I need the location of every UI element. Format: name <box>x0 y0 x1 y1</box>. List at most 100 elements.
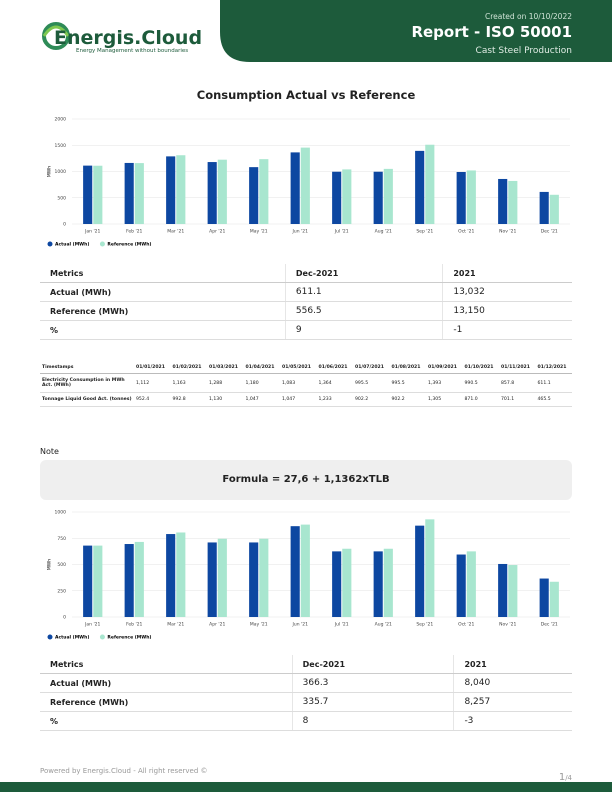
row: % 9 -1 <box>40 320 572 340</box>
cell: 1,233 <box>316 392 353 407</box>
x-tick-label: Dec '21 <box>541 622 558 628</box>
report-title: Report - ISO 50001 <box>411 23 572 41</box>
column-header: 01/03/2021 <box>207 362 244 374</box>
x-tick-label: Feb '21 <box>126 229 142 235</box>
column-header: Metrics <box>40 655 293 674</box>
legend-label: Actual (MWh) <box>55 242 89 248</box>
column-header: 01/02/2021 <box>170 362 207 374</box>
column-header: Dec-2021 <box>291 655 454 674</box>
x-tick-label: Aug '21 <box>375 622 392 628</box>
row: Tonnage Liquid Good Act. (tonnes) 952.4 99… <box>40 392 572 407</box>
cell: 13,032 <box>442 282 572 302</box>
bar <box>259 159 269 224</box>
cell: 952.4 <box>134 392 171 407</box>
cell: 8 <box>291 711 454 731</box>
bar <box>425 519 435 617</box>
bar <box>166 534 176 617</box>
tagline: Energy Management without boundaries <box>76 48 189 54</box>
bar <box>124 162 134 224</box>
column-header: 01/10/2021 <box>462 362 499 374</box>
x-tick-label: Feb '21 <box>126 622 142 628</box>
y-tick-label: 2000 <box>55 117 67 123</box>
cell: 1,180 <box>243 373 280 393</box>
legend-label: Reference (MWh) <box>107 635 151 641</box>
legend-swatch <box>47 241 53 247</box>
bar <box>456 554 466 617</box>
bar <box>290 152 300 224</box>
cell: 1,393 <box>426 373 463 393</box>
cell: -3 <box>453 711 572 731</box>
bar <box>332 171 342 224</box>
bar <box>93 545 103 617</box>
cell: Reference (MWh) <box>40 692 293 712</box>
bar <box>456 171 466 224</box>
bar <box>425 144 435 224</box>
column-header: 2021 <box>453 655 572 674</box>
bar <box>217 159 227 224</box>
bar <box>415 150 425 224</box>
bar <box>466 551 476 617</box>
logo: Energis.Cloud <box>54 27 203 49</box>
y-tick-label: 1500 <box>55 143 67 149</box>
legend-swatch <box>99 634 105 640</box>
y-tick-label: 500 <box>57 195 66 201</box>
cell: 366.3 <box>291 673 454 693</box>
legend-label: Reference (MWh) <box>107 242 151 248</box>
cell: Actual (MWh) <box>40 673 293 693</box>
row: Electricity Consumption in MWh Act. (MWh… <box>40 373 572 393</box>
cell: Reference (MWh) <box>40 301 286 321</box>
legend-label: Actual (MWh) <box>55 635 89 641</box>
column-header: 01/05/2021 <box>280 362 317 374</box>
cell: 1,047 <box>243 392 280 407</box>
bar <box>373 551 383 617</box>
bar <box>466 170 476 224</box>
page-total: /4 <box>565 774 572 782</box>
bar <box>83 165 93 224</box>
y-tick-label: 500 <box>57 562 66 568</box>
cell: 611.1 <box>284 282 443 302</box>
bar <box>549 194 559 224</box>
bar <box>549 581 559 617</box>
bar <box>83 545 93 617</box>
y-axis-label: MWh <box>47 559 53 570</box>
cell: 902.2 <box>389 392 426 407</box>
x-tick-label: Jun '21 <box>292 622 309 628</box>
bar <box>207 162 217 224</box>
x-tick-label: Aug '21 <box>375 229 392 235</box>
row: Reference (MWh) 335.7 8,257 <box>40 692 572 712</box>
cell: Tonnage Liquid Good Act. (tonnes) <box>40 392 134 407</box>
x-tick-label: Jul '21 <box>334 229 349 235</box>
column-header: 01/08/2021 <box>389 362 426 374</box>
x-tick-label: Sep '21 <box>416 622 433 628</box>
bar <box>249 542 259 617</box>
cell: 611.1 <box>535 373 572 393</box>
cell: 701.1 <box>499 392 536 407</box>
header-row: Metrics Dec-2021 2021 <box>40 655 572 674</box>
cell: 902.2 <box>353 392 390 407</box>
cell: 1,305 <box>426 392 463 407</box>
cell: 1,047 <box>280 392 317 407</box>
page-current: 1 <box>558 772 566 783</box>
row: Actual (MWh) 611.1 13,032 <box>40 282 572 302</box>
bar <box>498 178 508 224</box>
x-tick-label: Jul '21 <box>334 622 349 628</box>
bar <box>508 180 518 224</box>
cell: 1,288 <box>207 373 244 393</box>
cell: 990.5 <box>462 373 499 393</box>
bar <box>342 548 352 617</box>
cell: 995.5 <box>389 373 426 393</box>
chart-title: Consumption Actual vs Reference <box>196 88 416 102</box>
cell: 992.8 <box>170 392 207 407</box>
bar <box>134 541 144 617</box>
timestamps-table: Timestamps 01/01/2021 01/02/2021 01/03/2021… <box>40 362 572 407</box>
bar <box>342 169 352 224</box>
legend-swatch <box>99 241 105 247</box>
cell: 1,364 <box>316 373 353 393</box>
x-tick-label: Jan '21 <box>84 622 100 628</box>
cell: 556.5 <box>284 301 443 321</box>
x-tick-label: Dec '21 <box>541 229 558 235</box>
cell: 8,040 <box>453 673 572 693</box>
cell: 465.5 <box>535 392 572 407</box>
legend-swatch <box>47 634 53 640</box>
